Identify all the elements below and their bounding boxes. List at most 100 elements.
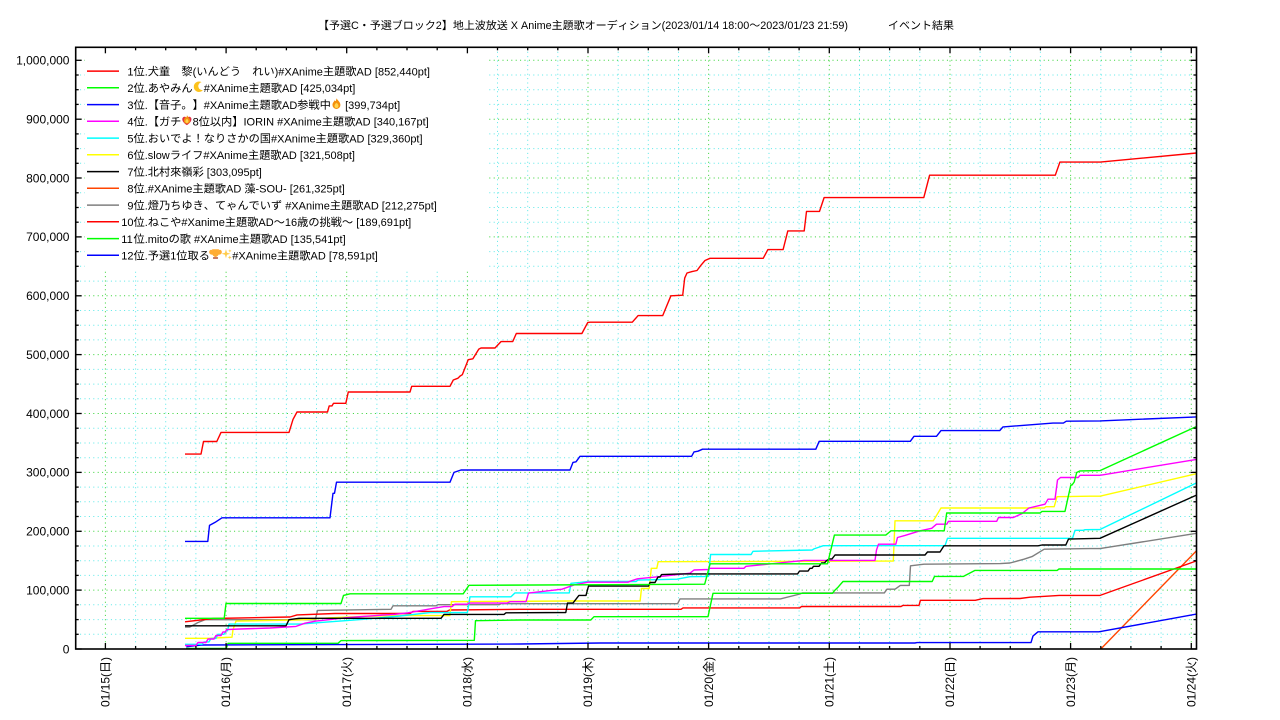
svg-text:): ) [1064,657,1078,661]
svg-text:AD: AD [349,133,364,145]
svg-text:5: 5 [127,133,133,145]
svg-text:.: . [145,100,148,112]
svg-text:)#XAnime: )#XAnime [275,66,323,78]
svg-text:.: . [145,66,148,78]
svg-text:.#XAnime: .#XAnime [145,184,193,196]
svg-text:#XAnime: #XAnime [232,251,277,263]
svg-text:#XAnime: #XAnime [204,100,249,112]
svg-text:01/20(: 01/20( [702,673,716,707]
svg-text:AD: AD [364,200,379,212]
svg-text:900,000: 900,000 [26,113,70,127]
svg-text:11: 11 [121,234,132,246]
svg-text:01/18(: 01/18( [461,673,475,707]
svg-text:2: 2 [436,20,442,32]
svg-text:AD: AD [258,217,273,229]
svg-text:18:00: 18:00 [722,20,749,32]
svg-text:01/15(: 01/15( [99,673,113,707]
svg-text:AD: AD [226,184,241,196]
svg-text:200,000: 200,000 [26,525,70,539]
svg-text:AD: AD [272,234,287,246]
svg-text:#XAnime: #XAnime [204,83,249,95]
svg-text:AD: AD [282,100,297,112]
svg-text:.: . [145,217,148,229]
svg-text:X: X [511,20,518,32]
svg-text:01/21(: 01/21( [823,673,837,707]
svg-text:.: . [145,251,148,263]
svg-text:): ) [340,657,354,661]
svg-text:[340,167pt]: [340,167pt] [374,117,429,129]
svg-text:[321,508pt]: [321,508pt] [300,150,355,162]
svg-text:.: . [145,117,148,129]
svg-text:01/24(: 01/24( [1185,673,1199,707]
svg-text:.: . [145,83,148,95]
svg-text:01/17(: 01/17( [340,673,354,707]
svg-text:): ) [461,657,475,661]
svg-text:400,000: 400,000 [26,407,70,421]
svg-text:600,000: 600,000 [26,289,70,303]
svg-text:16: 16 [285,217,297,229]
svg-text:[852,440pt]: [852,440pt] [375,66,430,78]
svg-text:01/22(: 01/22( [943,673,957,707]
svg-text:IORIN: IORIN [244,117,275,129]
svg-text:300,000: 300,000 [26,466,70,480]
svg-text:7: 7 [127,167,133,179]
svg-text:1: 1 [127,66,133,78]
svg-text:21:59): 21:59) [817,20,848,32]
svg-text:#XAnime: #XAnime [285,200,330,212]
svg-text:100,000: 100,000 [26,583,70,597]
svg-text:.mito: .mito [145,234,169,246]
svg-text:AD: AD [311,251,326,263]
svg-text:2: 2 [127,83,133,95]
svg-text:4: 4 [127,117,133,129]
svg-text:.: . [145,133,148,145]
svg-text:1,000,000: 1,000,000 [16,54,70,68]
svg-text:AD: AD [355,117,370,129]
svg-text:): ) [219,657,233,661]
svg-text:8: 8 [193,117,199,129]
svg-text:(2023/01/14: (2023/01/14 [662,20,720,32]
svg-text:): ) [702,657,716,661]
svg-text:#Xanime: #Xanime [181,217,224,229]
svg-text:AD: AD [282,150,297,162]
svg-text:Anime: Anime [521,20,552,32]
svg-text:01/23(: 01/23( [1064,673,1078,707]
svg-text:#XAnime: #XAnime [271,133,316,145]
svg-text:[135,541pt]: [135,541pt] [291,234,346,246]
svg-text:#XAnime: #XAnime [277,117,322,129]
svg-text:9: 9 [127,200,133,212]
svg-text:[399,734pt]: [399,734pt] [345,100,400,112]
svg-text:10: 10 [121,217,133,229]
svg-text:01/19(: 01/19( [581,673,595,707]
svg-text:1: 1 [170,251,176,263]
svg-text:): ) [581,657,595,661]
svg-text:(: ( [193,66,197,78]
svg-text:-SOU-: -SOU- [256,184,288,196]
svg-text:.slow: .slow [145,150,170,162]
svg-text:#XAnime: #XAnime [194,234,239,246]
svg-text:C: C [351,20,359,32]
svg-text:[78,591pt]: [78,591pt] [329,251,378,263]
svg-text:2023/01/23: 2023/01/23 [760,20,814,32]
svg-text:700,000: 700,000 [26,230,70,244]
svg-text:[212,275pt]: [212,275pt] [382,200,437,212]
svg-text:0: 0 [63,642,70,656]
svg-text:[425,034pt]: [425,034pt] [300,83,355,95]
svg-text:.: . [145,200,148,212]
svg-text:): ) [1185,657,1199,661]
svg-text:800,000: 800,000 [26,171,70,185]
svg-text:3: 3 [127,100,133,112]
svg-text:01/16(: 01/16( [219,673,233,707]
svg-text:AD: AD [282,83,297,95]
svg-text:[303,095pt]: [303,095pt] [207,167,262,179]
svg-text:): ) [943,657,957,661]
svg-text:[329,360pt]: [329,360pt] [368,133,423,145]
svg-text:500,000: 500,000 [26,348,70,362]
svg-text:6: 6 [127,150,133,162]
svg-text:.: . [145,167,148,179]
svg-text:): ) [99,657,113,661]
svg-text:): ) [823,657,837,661]
svg-text:12: 12 [121,251,133,263]
svg-text:[261,325pt]: [261,325pt] [290,184,345,196]
svg-text:8: 8 [127,184,133,196]
svg-text:#XAnime: #XAnime [203,150,248,162]
